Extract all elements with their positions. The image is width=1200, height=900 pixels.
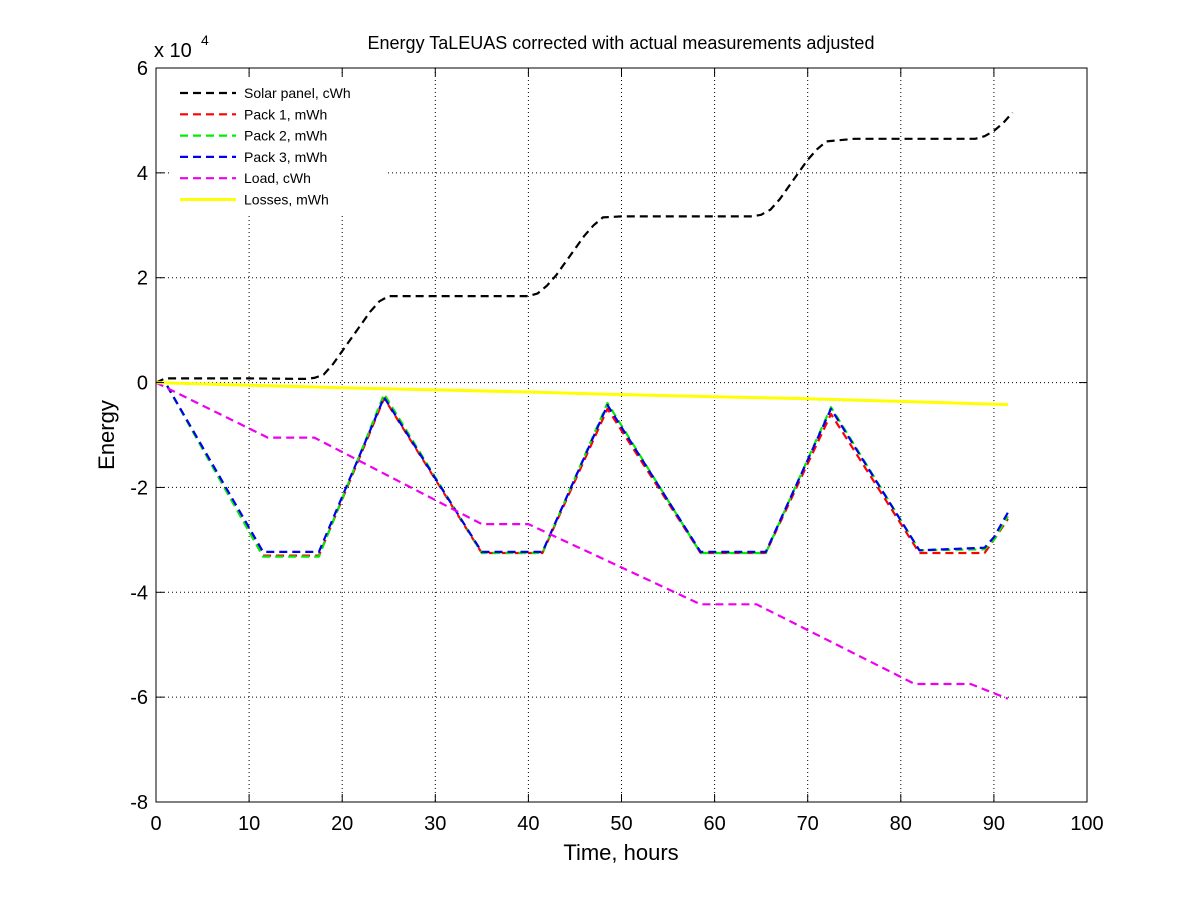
y-tick-label: 0 — [137, 373, 148, 395]
x-axis-label: Time, hours — [563, 840, 678, 865]
y-tick-label: -6 — [130, 687, 148, 709]
y-exponent-base: x 10 — [154, 40, 192, 62]
legend-box — [170, 80, 388, 216]
y-tick-label: -4 — [130, 582, 148, 604]
y-exponent-power: 4 — [201, 32, 209, 48]
legend-label-4: Pack 3, mWh — [244, 149, 327, 165]
series-line-3 — [156, 381, 1009, 558]
legend: Solar panel, cWh Pack 1, mWh Pack 2, mWh Pa… — [170, 80, 388, 216]
x-tick-label: 90 — [983, 813, 1005, 835]
x-tick-label: 10 — [238, 813, 260, 835]
series-line-1 — [155, 111, 1014, 384]
x-tick-label: 40 — [517, 813, 539, 835]
series-line-6 — [155, 381, 1008, 407]
legend-label-1: Solar panel, cWh — [244, 85, 351, 101]
series-group — [155, 111, 1014, 700]
series-line-4 — [156, 381, 1009, 554]
y-tick-label: 6 — [137, 58, 148, 80]
y-tick-label: -2 — [130, 477, 148, 499]
x-tick-label: 30 — [424, 813, 446, 835]
legend-label-2: Pack 1, mWh — [244, 106, 327, 122]
x-tick-label: 20 — [331, 813, 353, 835]
series-line-5 — [155, 381, 1009, 700]
x-tick-label: 0 — [150, 813, 161, 835]
legend-label-6: Losses, mWh — [244, 192, 329, 208]
legend-label-5: Load, cWh — [244, 170, 311, 186]
chart-title: Energy TaLEUAS corrected with actual mea… — [368, 33, 875, 53]
x-tick-label: 70 — [797, 813, 819, 835]
y-tick-label: -8 — [130, 792, 148, 814]
x-tick-label: 80 — [890, 813, 912, 835]
x-tick-label: 100 — [1070, 813, 1103, 835]
y-tick-label: 2 — [137, 268, 148, 290]
ticks: 0 10 20 30 40 50 60 70 80 90 100 -8 -6 -4 -2 0 2 4 6 — [130, 58, 1103, 835]
x-tick-label: 60 — [703, 813, 725, 835]
legend-label-3: Pack 2, mWh — [244, 128, 327, 144]
x-tick-label: 50 — [610, 813, 632, 835]
y-axis-label: Energy — [94, 400, 119, 470]
y-tick-label: 4 — [137, 163, 148, 185]
